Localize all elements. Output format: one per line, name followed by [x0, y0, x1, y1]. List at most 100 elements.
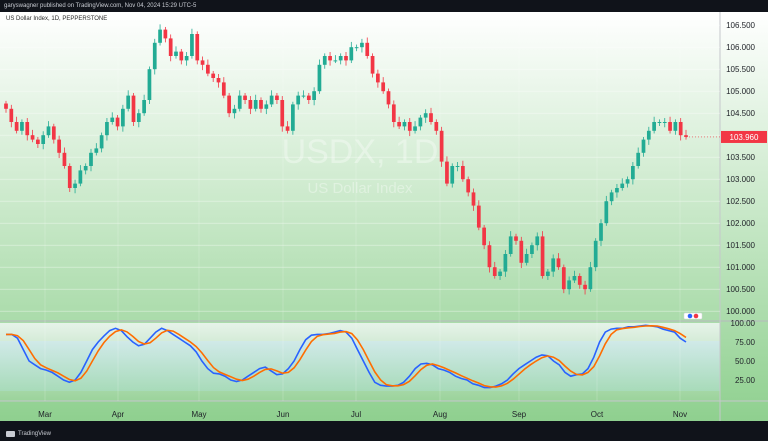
candle-body — [445, 161, 449, 184]
candle-body — [551, 258, 556, 272]
candle-body — [333, 60, 338, 62]
candle-body — [567, 280, 571, 290]
candle-body — [147, 69, 152, 100]
candle-body — [631, 166, 635, 180]
candle-body — [577, 276, 582, 285]
price-tick: 105.500 — [726, 65, 755, 74]
candle-body — [25, 122, 30, 136]
candle-body — [285, 126, 290, 131]
candle-body — [673, 122, 678, 131]
candle-body — [397, 122, 401, 127]
last-price-tag: 103.960 — [686, 130, 767, 143]
candle-body — [349, 47, 354, 61]
price-tick: 101.500 — [726, 241, 755, 250]
candle-body — [593, 240, 598, 268]
candle-body — [243, 95, 247, 100]
candle-body — [646, 130, 651, 140]
time-tick: Aug — [433, 410, 447, 419]
candle-body — [487, 245, 492, 268]
candle-body — [615, 188, 619, 193]
candle-body — [211, 73, 216, 78]
symbol-legend: US Dollar Index, 1D, PEPPERSTONE — [6, 16, 108, 22]
candle-body — [206, 64, 210, 74]
time-tick: Jul — [351, 410, 361, 419]
candle-body — [14, 122, 19, 131]
candle-body — [455, 166, 460, 167]
last-price-label: 103.960 — [730, 133, 759, 142]
candle-body — [413, 126, 417, 131]
price-tick: 106.000 — [726, 43, 755, 52]
time-tick: Jun — [277, 410, 290, 419]
candle-body — [94, 148, 99, 153]
candle-body — [407, 122, 412, 131]
candle-body — [275, 95, 279, 100]
candle-body — [466, 179, 471, 193]
candle-body — [280, 100, 285, 127]
brand-label: TradingView — [18, 431, 52, 437]
candle-body — [291, 104, 295, 131]
candle-body — [599, 223, 603, 241]
candle-body — [434, 122, 439, 131]
price-tick: 106.500 — [726, 21, 755, 30]
candle-body — [301, 95, 306, 97]
price-tick: 102.000 — [726, 219, 755, 228]
time-tick: Nov — [673, 410, 687, 419]
grid — [0, 12, 720, 401]
candle-body — [221, 82, 226, 96]
candle-body — [546, 271, 550, 276]
time-tick: Sep — [512, 410, 527, 419]
time-tick: Oct — [591, 410, 604, 419]
indicator-tick: 75.00 — [735, 338, 756, 347]
candle-body — [99, 135, 104, 149]
candle-body — [248, 100, 253, 109]
price-tick: 105.000 — [726, 87, 755, 96]
publish-info: garyswagner published on TradingView.com… — [4, 3, 197, 9]
candle-body — [540, 236, 545, 276]
candle-body — [684, 135, 688, 137]
candle-body — [535, 236, 540, 246]
candle-body — [524, 254, 529, 263]
candle-body — [381, 82, 386, 92]
candle-body — [4, 103, 8, 109]
candle-body — [269, 95, 274, 105]
candle-body — [519, 240, 524, 263]
candle-body — [365, 42, 370, 56]
time-tick: Mar — [38, 410, 52, 419]
time-tick: May — [191, 410, 206, 419]
candle-body — [482, 227, 486, 246]
candle-body — [51, 126, 56, 140]
candle-body — [57, 139, 61, 153]
candle-body — [328, 56, 332, 61]
watermark-ticker: USDX, 1D — [282, 133, 439, 171]
candle-body — [461, 166, 465, 180]
candle-body — [556, 258, 561, 268]
candle-body — [322, 56, 327, 65]
candle-body — [306, 95, 311, 100]
candle-body — [131, 95, 136, 122]
candle-body — [609, 192, 614, 202]
candle-body — [503, 254, 508, 272]
candle-body — [20, 122, 24, 131]
candle-body — [423, 113, 428, 118]
candle-body — [67, 166, 72, 188]
candle-body — [636, 152, 641, 166]
candle-body — [572, 276, 577, 281]
price-tick: 100.500 — [726, 285, 755, 294]
candle-body — [264, 104, 269, 109]
candle-body — [190, 34, 194, 56]
price-tick: 100.000 — [726, 307, 755, 316]
candle-body — [641, 139, 646, 153]
candle-body — [296, 95, 301, 105]
time-tick: Apr — [112, 410, 125, 419]
candle-body — [360, 42, 364, 48]
candle-body — [344, 56, 348, 61]
indicator-axis: 100.00 75.00 50.00 25.00 — [731, 319, 756, 385]
candle-body — [662, 122, 667, 123]
candle-body — [115, 117, 120, 127]
footer-bar — [0, 421, 768, 441]
candle-body — [376, 73, 380, 83]
candle-body — [163, 29, 168, 39]
candle-body — [46, 126, 51, 136]
